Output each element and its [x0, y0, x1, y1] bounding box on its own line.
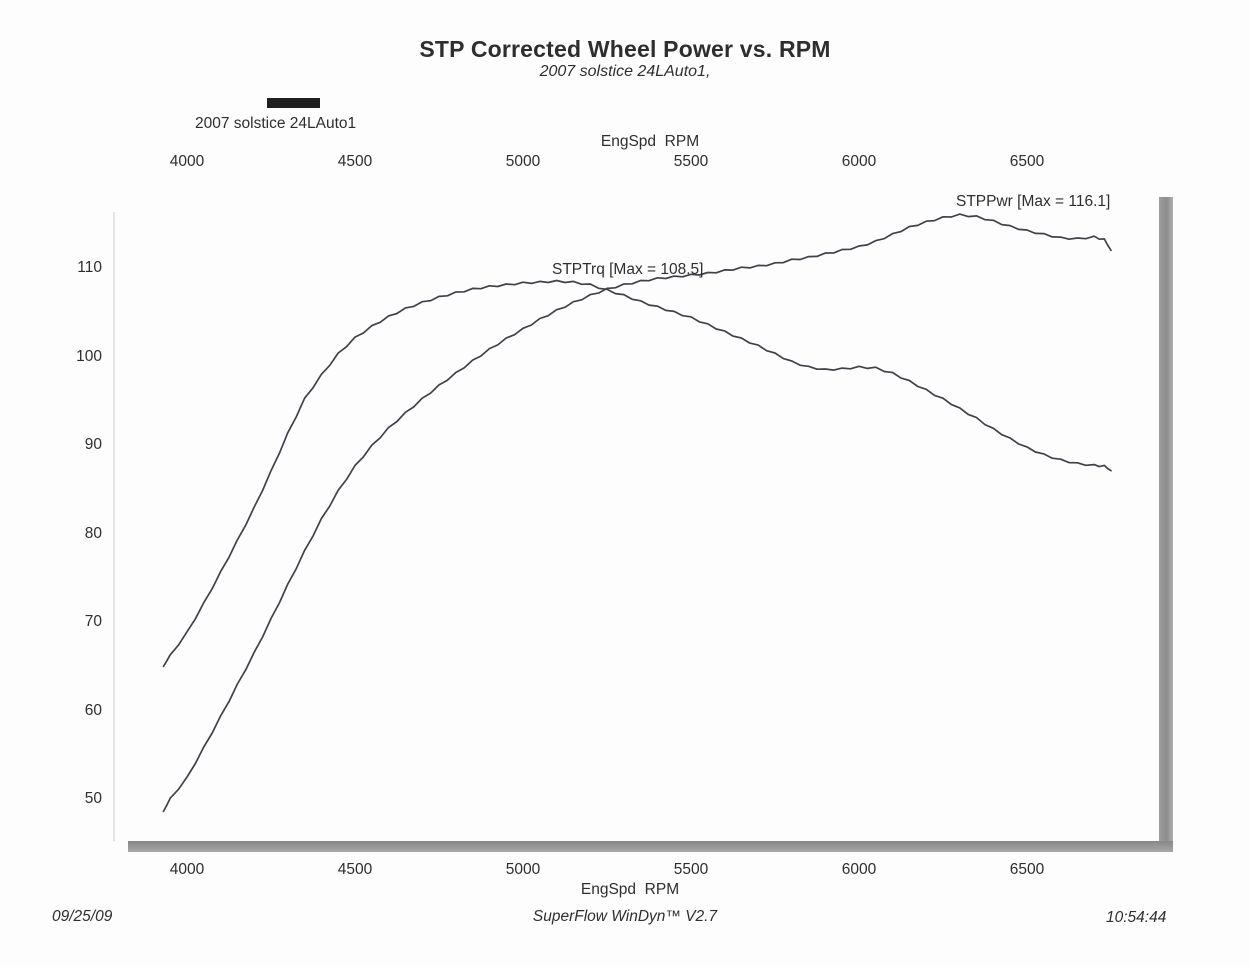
top-axis-title: EngSpd RPM — [600, 133, 700, 150]
legend-label: 2007 solstice 24LAuto1 — [195, 115, 357, 132]
bottom-axis-tick-4500: 4500 — [337, 861, 373, 878]
stppwr-curve — [162, 213, 1112, 813]
top-axis-tick-4500: 4500 — [337, 153, 373, 170]
footer-date: 09/25/09 — [52, 908, 113, 925]
bottom-axis-tick-4000: 4000 — [169, 861, 205, 878]
top-axis-tick-4000: 4000 — [169, 153, 205, 170]
power-curve-label: STPPwr [Max = 116.1] — [956, 193, 1111, 210]
top-axis-tick-6000: 6000 — [841, 153, 877, 170]
footer-time: 10:54:44 — [1106, 909, 1167, 926]
top-axis-tick-5500: 5500 — [673, 153, 709, 170]
y-axis-tick-70: 70 — [84, 613, 102, 630]
legend-swatch — [267, 98, 320, 108]
bottom-axis-tick-6500: 6500 — [1009, 861, 1045, 878]
top-axis-tick-5000: 5000 — [505, 153, 541, 170]
plot-left-border — [113, 212, 115, 841]
y-axis-tick-90: 90 — [84, 436, 102, 453]
x-axis-baseline-bar — [128, 841, 1173, 852]
y-axis-tick-50: 50 — [84, 790, 102, 807]
y-axis-tick-80: 80 — [84, 524, 102, 542]
stptrq-curve — [162, 279, 1112, 668]
y-axis-tick-110: 110 — [77, 259, 102, 276]
bottom-axis-tick-5500: 5500 — [673, 861, 709, 878]
top-axis-tick-6500: 6500 — [1009, 153, 1045, 170]
y-axis-tick-100: 100 — [76, 347, 102, 365]
footer-software: SuperFlow WinDyn™ V2.7 — [532, 908, 718, 925]
y-axis-tick-60: 60 — [84, 701, 102, 719]
torque-curve-label: STPTrq [Max = 108.5] — [552, 261, 704, 278]
bottom-axis-title: EngSpd RPM — [580, 881, 680, 898]
page-subtitle: 2007 solstice 24LAuto1, — [539, 63, 711, 80]
bottom-axis-tick-6000: 6000 — [841, 861, 877, 878]
right-axis-bar — [1159, 197, 1173, 852]
page-title: STP Corrected Wheel Power vs. RPM — [419, 36, 831, 62]
bottom-axis-tick-5000: 5000 — [505, 861, 541, 878]
